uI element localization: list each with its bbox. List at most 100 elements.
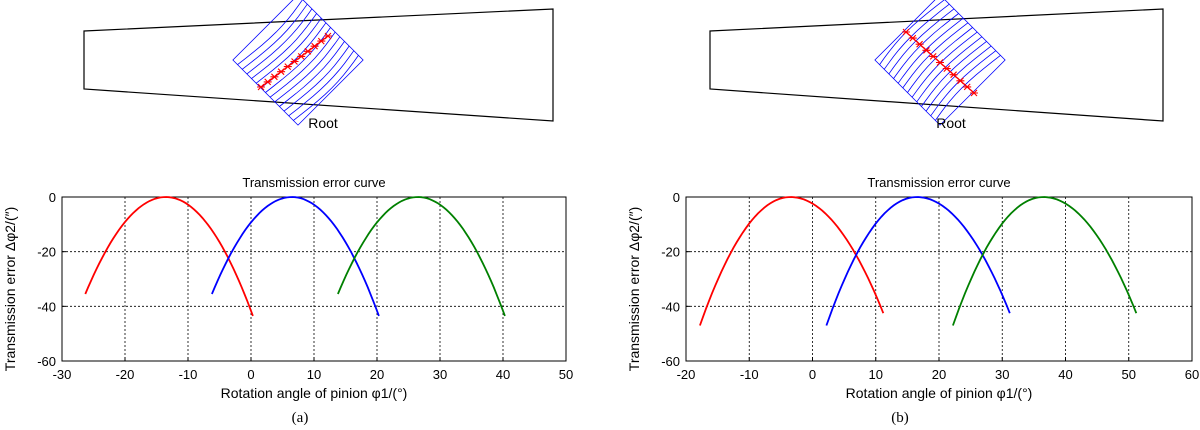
tooth-diagram: Root [83,0,554,131]
x-tick-label: -10 [179,367,198,382]
x-tick-label: -30 [53,367,72,382]
chart-title: Transmission error curve [867,175,1010,190]
contact-point-marker [908,34,917,42]
contact-lines [874,0,1006,126]
x-tick-label: 30 [433,367,447,382]
contact-line [251,13,317,79]
contact-line [265,27,331,93]
y-tick-label: -60 [37,354,56,369]
contact-area-outline [232,0,364,126]
contact-line [293,55,359,121]
contact-line [921,41,987,107]
contact-point-marker [277,68,286,76]
contact-point-marker [270,73,279,81]
y-tick-label: -60 [661,354,680,369]
contact-line [274,36,341,103]
figure-a-svg: Root -30 -20 -10 0 10 20 30 40 50 -60 -40 -20 0 Transm… [2,0,573,401]
x-axis-label: Rotation angle of pinion φ1/(°) [221,385,408,401]
contact-line [255,17,322,84]
contact-line [916,36,983,103]
contact-path [257,32,332,91]
subcaption-a: (a) [291,410,309,426]
contact-point-marker [942,65,951,72]
y-tick-label: -40 [37,299,56,314]
contact-point-marker [963,83,972,91]
contact-point-marker [310,42,319,50]
y-tick-label: 0 [49,190,56,205]
contact-point-marker [317,37,326,45]
contact-point-marker [324,32,332,40]
series-line-1 [84,196,254,317]
root-label: Root [308,115,338,131]
x-tick-label: 20 [932,367,946,382]
y-axis-label: Transmission error Δφ2/(″) [626,207,642,371]
x-tick-label: 0 [247,367,254,382]
contact-line [893,13,959,79]
chart-title: Transmission error curve [242,175,385,190]
contact-point-marker [915,40,924,48]
x-tick-label: 40 [496,367,510,382]
chart: -20 -10 0 10 20 30 40 50 60 -60 -40 -20 0 Transmissio… [626,175,1199,401]
contact-line [283,45,350,112]
tooth-diagram: Root [709,0,1164,131]
x-tick-label: 50 [1122,367,1136,382]
subcaption-b: (b) [891,410,909,426]
contact-line [935,55,1001,121]
contact-point-marker [902,28,910,36]
contact-lines [232,0,364,126]
contact-point-marker [922,46,931,54]
x-tick-label: 0 [809,367,816,382]
series-line-1 [699,196,885,326]
contact-line [241,3,308,70]
y-tick-label: -20 [661,245,680,260]
contact-point-marker [970,89,978,97]
contact-line [907,27,973,93]
contact-line [279,41,345,107]
contact-point-marker [257,83,265,91]
contact-line [246,8,313,75]
series-line-2 [825,196,1011,326]
figure-b-svg: Root -20 -10 0 10 20 30 40 50 60 -60 -40 -20 0 Transmi… [626,0,1199,401]
contact-line [269,31,336,98]
contact-line [288,50,355,117]
x-tick-label: 50 [559,367,573,382]
contact-point-marker [949,71,958,79]
y-tick-label: -20 [37,245,56,260]
x-axis-label: Rotation angle of pinion φ1/(°) [846,385,1033,401]
x-tick-label: 60 [1185,367,1199,382]
series-line-2 [211,196,380,317]
contact-point-marker [956,77,965,85]
contact-line [925,45,992,112]
contact-area-outline [874,0,1006,126]
x-tick-label: -20 [116,367,135,382]
contact-point-marker [303,47,312,55]
contact-line [902,22,969,89]
y-tick-label: -40 [661,299,680,314]
x-tick-label: 10 [869,367,883,382]
contact-path [902,28,978,97]
y-axis-label: Transmission error Δφ2/(″) [2,207,18,371]
contact-point-marker [283,63,292,70]
contact-point-marker [297,53,306,60]
contact-point-marker [929,53,938,60]
y-tick-label: 0 [673,190,680,205]
series-line-3 [952,196,1138,326]
x-tick-label: 40 [1058,367,1072,382]
figure-a: Root -30 -20 -10 0 10 20 30 40 50 -60 -40 -20 0 Transm… [2,0,573,426]
contact-point-marker [263,78,272,86]
x-tick-label: 30 [995,367,1009,382]
tooth-outline [83,8,554,122]
tooth-outline [709,8,1164,122]
x-tick-label: -20 [677,367,696,382]
figure-b: Root -20 -10 0 10 20 30 40 50 60 -60 -40 -20 0 Transmi… [600,0,1200,430]
x-tick-label: -10 [740,367,759,382]
series-line-3 [337,196,506,317]
root-label: Root [936,115,966,131]
chart: -30 -20 -10 0 10 20 30 40 50 -60 -40 -20 0 Transmissi… [2,175,573,401]
contact-line [930,50,997,117]
x-tick-label: 10 [307,367,321,382]
contact-line [237,0,303,65]
contact-point-marker [290,58,299,65]
x-tick-label: 20 [370,367,384,382]
contact-point-marker [936,59,944,66]
